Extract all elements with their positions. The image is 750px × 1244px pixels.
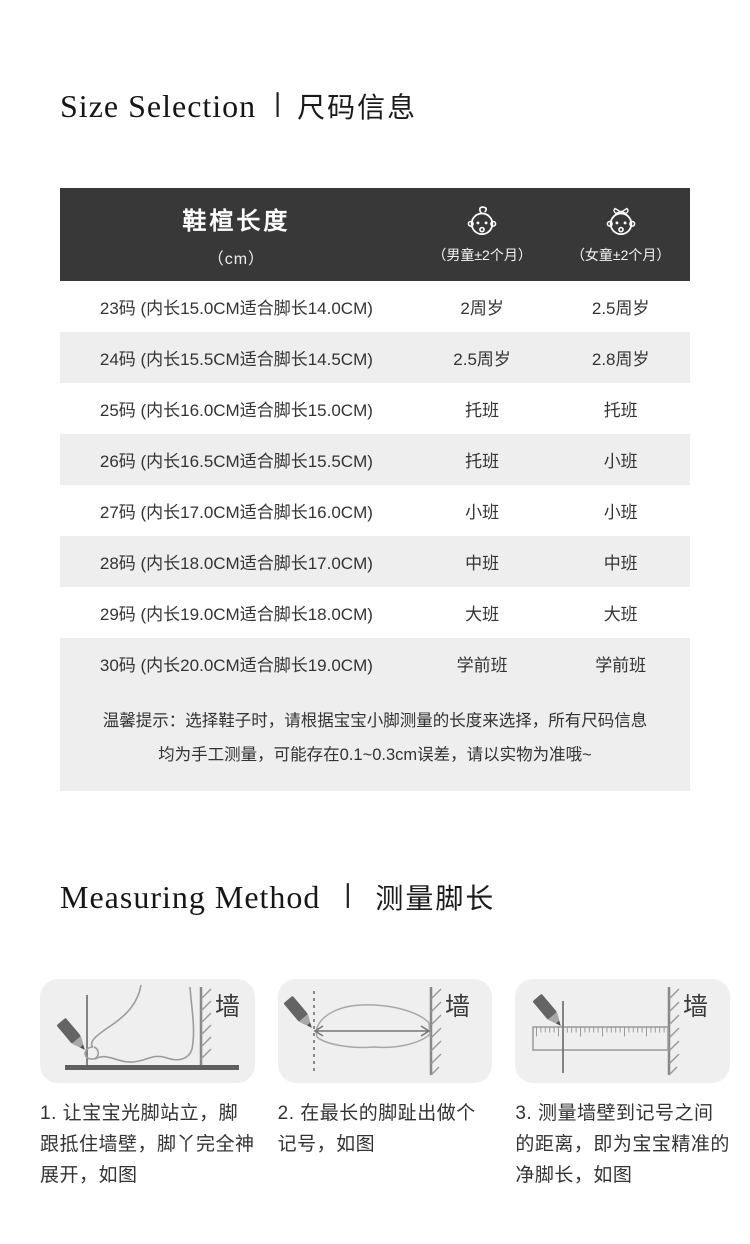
wall-label: 墙 [445,993,470,1021]
size-note-line2: 均为手工测量，可能存在0.1~0.3cm误差，请以实物为准哦~ [158,746,592,764]
wall-label: 墙 [215,993,240,1021]
header-girl-column: （女童±2个月） [551,204,690,265]
header-col1-title: 鞋楦长度 [182,207,291,235]
pencil-icon [284,996,312,1028]
row-boy-age: 小班 [465,503,500,522]
size-section-title: Size Selection 丨尺码信息 [60,84,750,126]
wall-icon [667,987,680,1076]
header-boy-column: （男童±2个月） [413,204,552,265]
table-row: 29码 (内长19.0CM适合脚长18.0CM) 大班 大班 [60,587,690,638]
row-girl-age: 学前班 [595,656,647,675]
pencil-icon [57,1018,86,1050]
row-size: 25码 (内长16.0CM适合脚长15.0CM) [99,401,373,420]
size-section-title-en: Size Selection [60,88,257,124]
table-row: 26码 (内长16.5CM适合脚长15.5CM) 托班 小班 [60,434,690,485]
row-boy-age: 托班 [465,452,500,471]
table-row: 25码 (内长16.0CM适合脚长15.0CM) 托班 托班 [60,383,690,434]
table-row: 30码 (内长20.0CM适合脚长19.0CM) 学前班 学前班 [60,638,690,689]
ruler-icon [531,1026,669,1051]
header-shoe-last-length: 鞋楦长度 （cm） [60,201,413,269]
row-girl-age: 托班 [603,401,638,420]
row-boy-age: 2周岁 [460,299,504,318]
wall-icon [200,987,212,1065]
row-size: 28码 (内长18.0CM适合脚长17.0CM) [99,554,373,573]
measuring-section-title-zh: 测量脚长 [375,883,496,914]
row-girl-age: 2.5周岁 [591,299,650,318]
row-size: 29码 (内长19.0CM适合脚长18.0CM) [99,605,373,624]
step1-caption: 1. 让宝宝光脚站立，脚跟抵住墙壁，脚丫完全神展开，如图 [40,1103,255,1186]
size-table-header: 鞋楦长度 （cm） （男童±2个月） [60,188,690,281]
row-girl-age: 大班 [603,605,638,624]
row-boy-age: 2.5周岁 [453,350,511,369]
row-girl-age: 2.8周岁 [591,350,650,369]
step3-ruler-measure-illustration: 墙 [531,987,708,1076]
step1-illustration-card: 墙 [40,979,255,1083]
baby-boy-icon [467,206,497,236]
size-table: 鞋楦长度 （cm） （男童±2个月） [60,188,690,791]
size-table-body: 23码 (内长15.0CM适合脚长14.0CM) 2周岁 2.5周岁 24码 (… [60,281,690,689]
foot-top-view [315,1004,431,1049]
row-girl-age: 小班 [603,503,638,522]
size-note-line1: 温馨提示：选择鞋子时，请根据宝宝小脚测量的长度来选择，所有尺码信息 [102,712,648,730]
wall-label: 墙 [683,993,708,1021]
row-boy-age: 大班 [465,605,500,624]
table-row: 23码 (内长15.0CM适合脚长14.0CM) 2周岁 2.5周岁 [60,281,690,332]
step2-caption: 2. 在最长的脚趾出做个记号，如图 [277,1103,476,1155]
size-section-title-zh: 尺码信息 [297,92,418,123]
table-row: 28码 (内长18.0CM适合脚长17.0CM) 中班 中班 [60,536,690,587]
step2-mark-toe-illustration: 墙 [284,987,470,1076]
size-note: 温馨提示：选择鞋子时，请根据宝宝小脚测量的长度来选择，所有尺码信息 均为手工测量… [60,689,690,791]
baby-girl-icon [606,207,636,236]
row-size: 27码 (内长17.0CM适合脚长16.0CM) [99,503,373,522]
row-girl-age: 中班 [603,554,638,573]
wall-icon [429,987,442,1076]
row-size: 26码 (内长16.5CM适合脚长15.5CM) [99,452,373,471]
measuring-step-3: 墙 3. 测量墙壁到记号之间的距离，即为宝宝精准的净脚长，如图 [515,979,731,1191]
measuring-steps: 墙 1. 让宝宝光脚站立，脚跟抵住墙壁，脚丫完全神展开，如图 [40,979,731,1191]
measuring-step-1: 墙 1. 让宝宝光脚站立，脚跟抵住墙壁，脚丫完全神展开，如图 [40,979,255,1191]
row-size: 24码 (内长15.5CM适合脚长14.5CM) [99,350,373,369]
title-divider: 丨 [264,91,292,121]
row-boy-age: 学前班 [456,656,508,675]
table-row: 27码 (内长17.0CM适合脚长16.0CM) 小班 小班 [60,485,690,536]
title-divider: 丨 [334,882,362,912]
step2-illustration-card: 墙 [277,979,493,1083]
step3-caption: 3. 测量墙壁到记号之间的距离，即为宝宝精准的净脚长，如图 [515,1103,730,1186]
step3-illustration-card: 墙 [515,979,731,1083]
step1-foot-against-wall-illustration: 墙 [57,984,240,1070]
row-size: 30码 (内长20.0CM适合脚长19.0CM) [99,656,373,675]
header-col1-unit: （cm） [207,250,266,268]
pencil-icon [532,994,561,1026]
measuring-section-title: Measuring Method 丨测量脚长 [60,875,750,917]
table-row: 24码 (内长15.5CM适合脚长14.5CM) 2.5周岁 2.8周岁 [60,332,690,383]
measuring-section-title-en: Measuring Method [60,879,321,915]
row-size: 23码 (内长15.0CM适合脚长14.0CM) [99,299,373,318]
measure-arrow [313,1025,431,1037]
boy-column-label: （男童±2个月） [432,247,532,263]
girl-column-label: （女童±2个月） [570,247,671,263]
row-boy-age: 中班 [465,554,500,573]
row-boy-age: 托班 [465,401,500,420]
measuring-step-2: 墙 2. 在最长的脚趾出做个记号，如图 [277,979,493,1191]
row-girl-age: 小班 [603,452,638,471]
foot-side-view [84,984,195,1063]
